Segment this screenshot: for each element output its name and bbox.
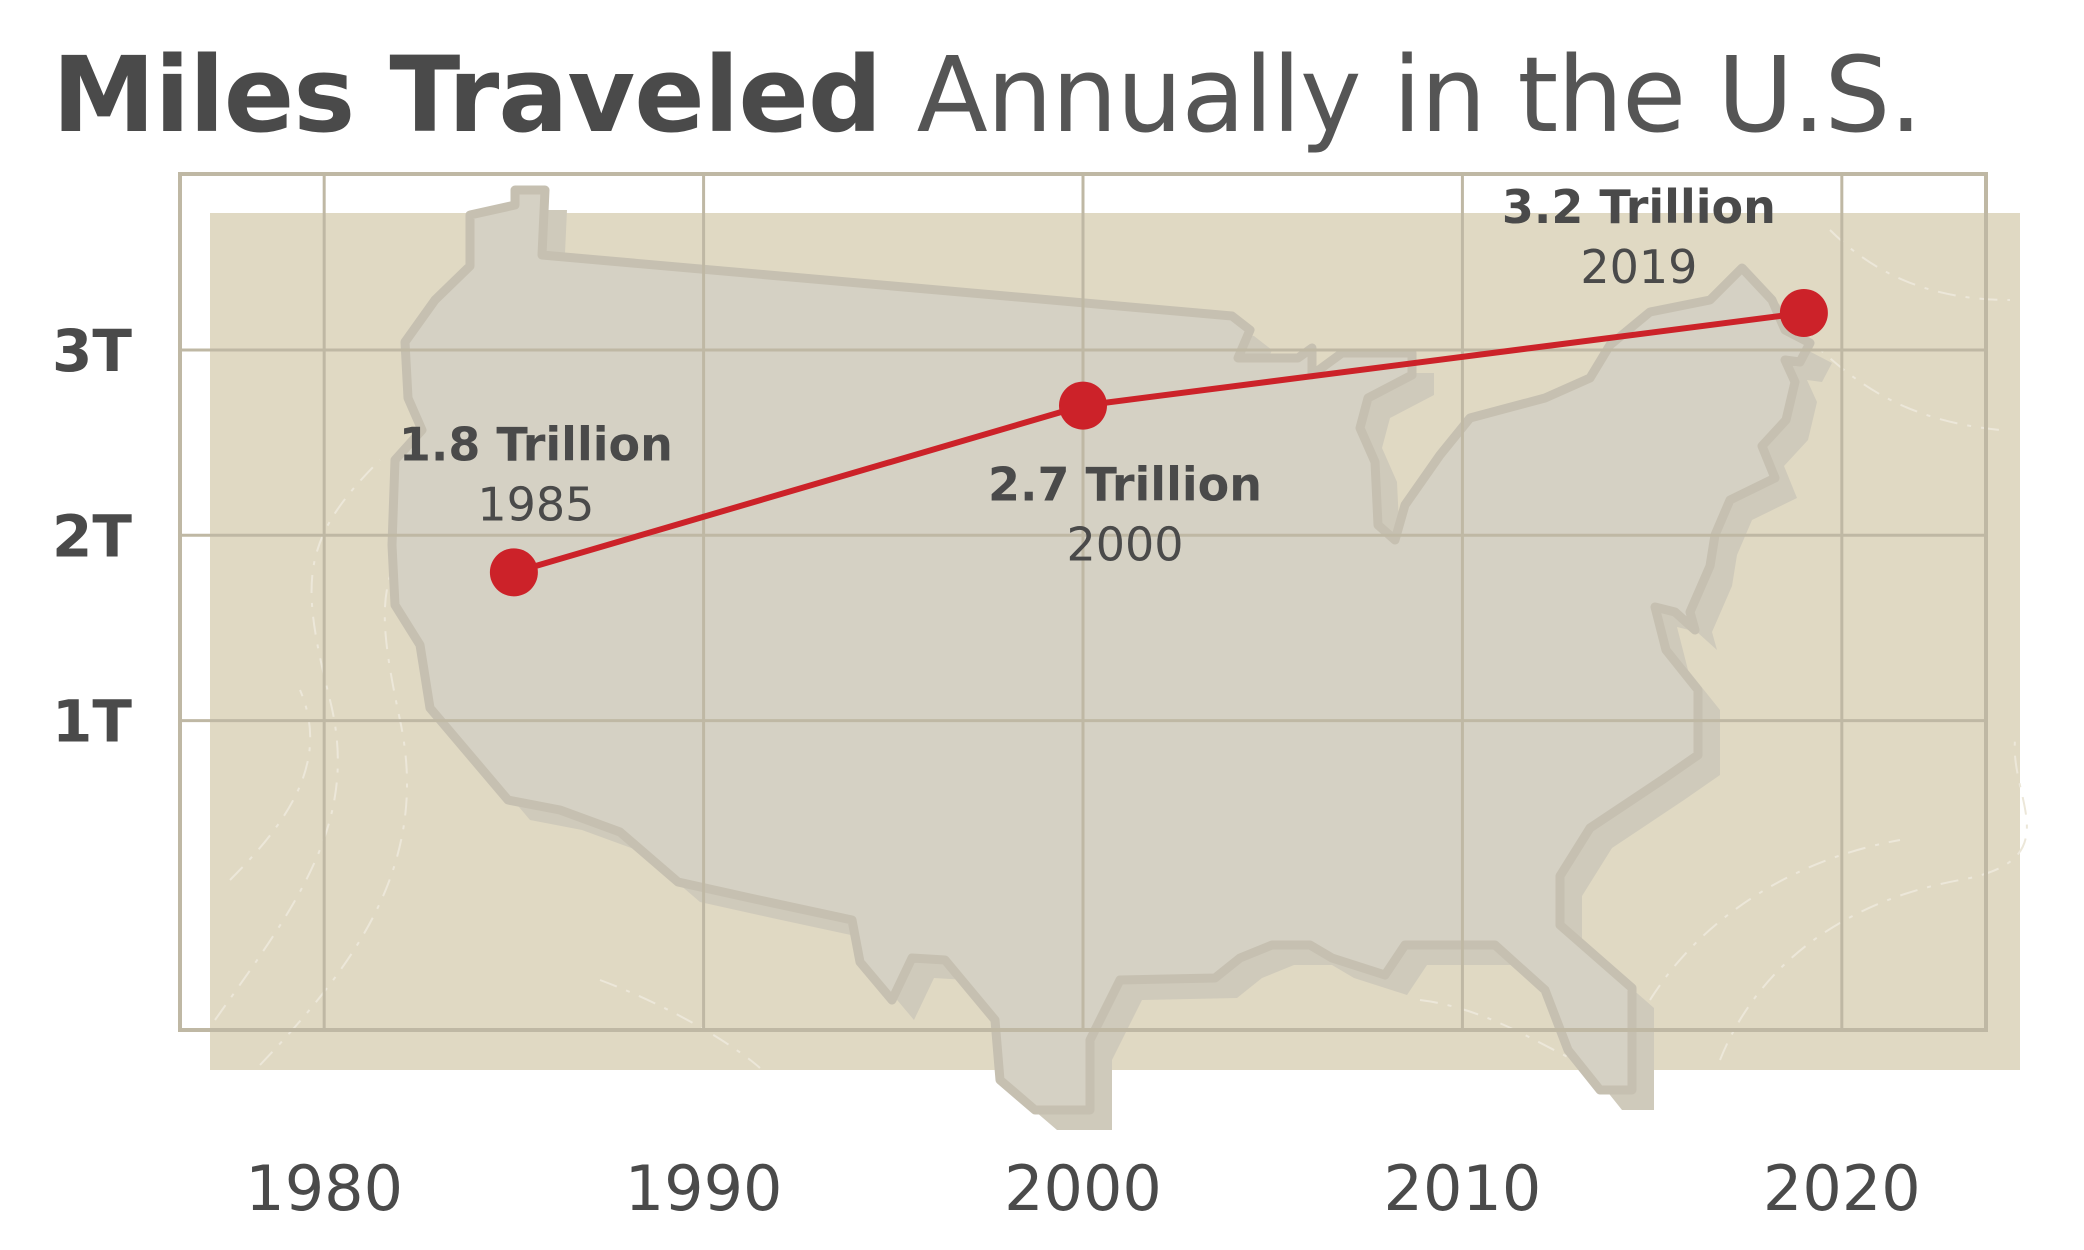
data-label-value: 1.8 Trillion xyxy=(399,417,673,471)
x-tick-label: 2020 xyxy=(1763,1152,1921,1225)
data-label-year: 1985 xyxy=(477,477,594,531)
chart-title: Miles Traveled Annually in the U.S. xyxy=(52,20,1923,170)
data-label-value: 2.7 Trillion xyxy=(988,458,1262,512)
title-bold: Miles Traveled xyxy=(52,34,882,156)
x-tick-label: 2000 xyxy=(1004,1152,1162,1225)
data-series xyxy=(489,288,1828,597)
y-tick-label: 2T xyxy=(52,502,132,570)
data-annotations: 1.8 Trillion 1985 2.7 Trillion 2000 3.2 Tril… xyxy=(399,180,1776,572)
tick-labels: 1980 1990 2000 2010 2020 1T 2T 3T xyxy=(52,317,1921,1225)
title-light: Annually in the U.S. xyxy=(916,34,1923,156)
us-map xyxy=(387,185,1815,1115)
data-label-year: 2000 xyxy=(1066,518,1183,572)
y-tick-label: 1T xyxy=(52,688,132,756)
data-point-2000 xyxy=(1059,381,1107,430)
data-label-value: 3.2 Trillion xyxy=(1502,180,1776,234)
data-point-2019 xyxy=(1779,288,1828,337)
data-label-year: 2019 xyxy=(1580,240,1697,294)
data-point-1985 xyxy=(489,548,538,597)
x-tick-label: 1990 xyxy=(625,1152,783,1225)
y-tick-label: 3T xyxy=(52,317,132,385)
x-tick-label: 1980 xyxy=(245,1152,403,1225)
x-tick-label: 2010 xyxy=(1384,1152,1542,1225)
grid-lines xyxy=(180,174,1986,1030)
